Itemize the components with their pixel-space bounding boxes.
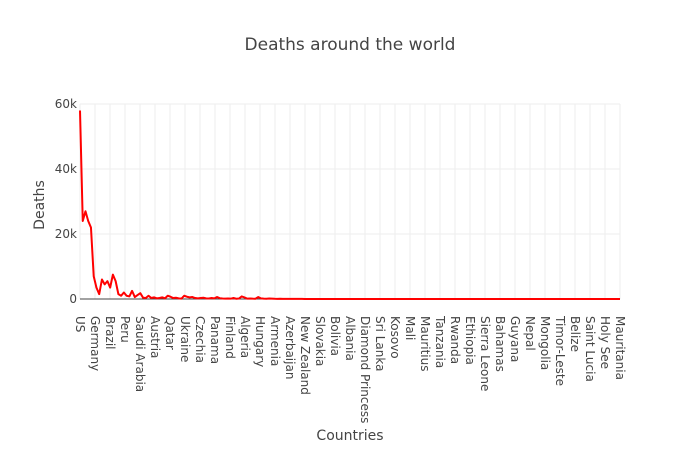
x-tick-label: Holy See: [598, 316, 612, 369]
y-tick-label: 40k: [55, 162, 77, 176]
x-tick-label: Germany: [88, 316, 102, 371]
x-axis-title: Countries: [316, 428, 383, 444]
x-tick-label: Mauritania: [613, 316, 627, 380]
x-tick-label: Saudi Arabia: [133, 316, 147, 392]
x-tick-label: Saint Lucia: [583, 316, 597, 382]
x-tick-label: Diamond Princess: [358, 316, 372, 423]
x-tick-label: Albania: [343, 316, 357, 361]
x-tick-label: Guyana: [508, 316, 522, 362]
x-tick-label: Brazil: [103, 316, 117, 350]
x-tick-label: Tanzania: [433, 315, 447, 368]
x-tick-label: Slovakia: [313, 316, 327, 366]
x-tick-label: Armenia: [268, 316, 282, 366]
series-layer: [79, 110, 620, 300]
x-tick-label: Sri Lanka: [373, 316, 387, 371]
x-tick-label: Rwanda: [448, 316, 462, 364]
x-tick-label: US: [73, 316, 87, 332]
x-tick-label: Timor-Leste: [553, 315, 567, 386]
x-tick-label: Mali: [403, 316, 417, 340]
x-tick-label: Sierra Leone: [478, 316, 492, 391]
x-tick-label: Bahamas: [493, 316, 507, 372]
x-tick-label: Ethiopia: [463, 316, 477, 365]
x-tick-label: Hungary: [253, 316, 267, 367]
y-axis-ticks: 0 20k 40k 60k: [55, 97, 77, 306]
x-tick-label: Ukraine: [178, 316, 192, 362]
x-tick-label: Panama: [208, 316, 222, 364]
y-axis-title: Deaths: [32, 180, 48, 230]
x-tick-label: Nepal: [523, 316, 537, 351]
x-tick-label: Peru: [118, 316, 132, 343]
x-tick-label: Qatar: [163, 316, 177, 350]
x-tick-label: Czechia: [193, 316, 207, 363]
y-tick-label: 20k: [55, 227, 77, 241]
x-tick-label: Algeria: [238, 316, 252, 358]
x-tick-label: Austria: [148, 316, 162, 358]
chart-title: Deaths around the world: [245, 35, 456, 55]
x-tick-label: Kosovo: [388, 316, 402, 359]
x-tick-label: Azerbaijan: [283, 316, 297, 379]
x-tick-label: Bolivia: [328, 316, 342, 356]
x-tick-label: Belize: [568, 316, 582, 352]
x-tick-label: Finland: [223, 316, 237, 359]
x-tick-label: Mongolia: [538, 316, 552, 370]
deaths-series-line: [79, 110, 620, 300]
y-tick-label: 60k: [55, 97, 77, 111]
x-tick-label: Mauritius: [418, 316, 432, 371]
x-tick-label: New Zealand: [298, 316, 312, 395]
y-tick-label: 0: [69, 292, 77, 306]
gridlines: [79, 103, 621, 300]
x-axis-ticks: US Germany Brazil Peru Saudi Arabia Austria Qa…: [73, 315, 627, 423]
